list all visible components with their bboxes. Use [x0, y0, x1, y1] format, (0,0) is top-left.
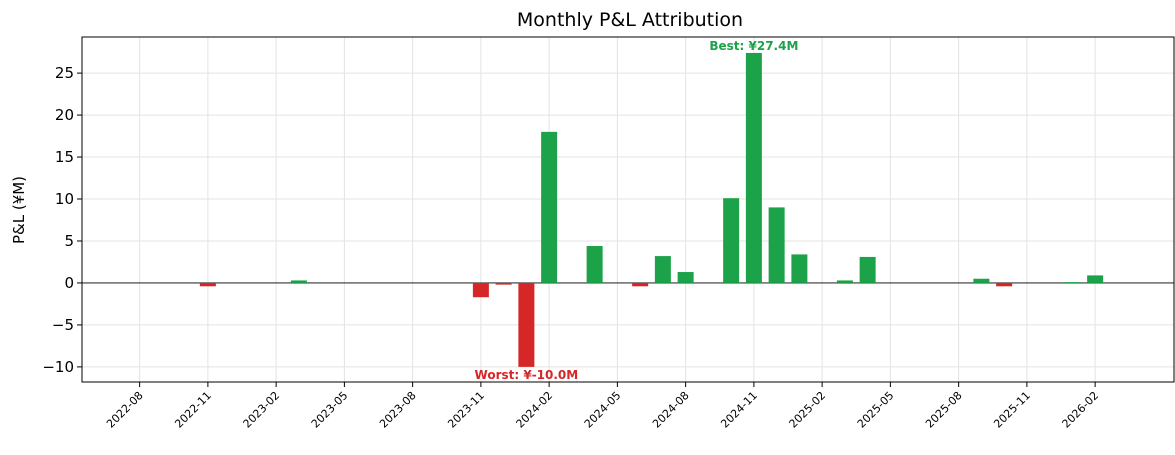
bar	[541, 131, 558, 283]
bar	[632, 282, 649, 287]
x-tick-label: 2024-08	[650, 389, 692, 431]
bar	[472, 282, 489, 298]
best-annotation: Best: ¥27.4M	[709, 39, 798, 53]
bar	[518, 282, 535, 367]
bar	[199, 282, 216, 287]
bar	[495, 282, 512, 285]
x-tick-label: 2025-05	[855, 389, 897, 431]
x-tick-label: 2023-05	[309, 389, 351, 431]
y-tick-label: 20	[55, 106, 74, 124]
x-tick-label: 2024-02	[514, 389, 556, 431]
x-tick-label: 2024-11	[718, 389, 760, 431]
bar	[723, 198, 740, 283]
x-tick-label: 2024-05	[582, 389, 624, 431]
bar	[996, 282, 1013, 287]
bar	[768, 207, 785, 283]
x-tick-label: 2023-11	[445, 389, 487, 431]
plot-frame	[81, 36, 1175, 383]
y-tick-label: −5	[52, 316, 74, 334]
x-tick-label: 2025-11	[991, 389, 1033, 431]
x-tick-label: 2023-02	[241, 389, 283, 431]
y-tick-label: 5	[64, 232, 74, 250]
bar	[1064, 282, 1081, 283]
bar	[586, 246, 603, 283]
bar	[654, 256, 671, 283]
x-tick-label: 2022-08	[104, 389, 146, 431]
bar	[290, 280, 307, 283]
x-tick-label: 2025-08	[923, 389, 965, 431]
y-tick-label: 0	[64, 274, 74, 292]
x-tick-label: 2023-08	[377, 389, 419, 431]
x-tick-label: 2025-02	[787, 389, 829, 431]
bar	[973, 278, 990, 283]
bar	[1087, 275, 1104, 283]
y-tick-label: 15	[55, 148, 74, 166]
y-axis-label: P&L (¥M)	[10, 176, 28, 244]
worst-annotation: Worst: ¥-10.0M	[475, 368, 579, 382]
y-tick-label: 25	[55, 64, 74, 82]
chart-title: Monthly P&L Attribution	[517, 9, 743, 31]
y-tick-label: 10	[55, 190, 74, 208]
x-tick-label: 2022-11	[172, 389, 214, 431]
y-tick-label: −10	[42, 358, 74, 376]
bar	[677, 272, 694, 283]
bar	[745, 52, 762, 283]
bar	[836, 280, 853, 283]
bar	[859, 256, 876, 283]
bar	[791, 254, 808, 283]
x-tick-label: 2026-02	[1060, 389, 1102, 431]
